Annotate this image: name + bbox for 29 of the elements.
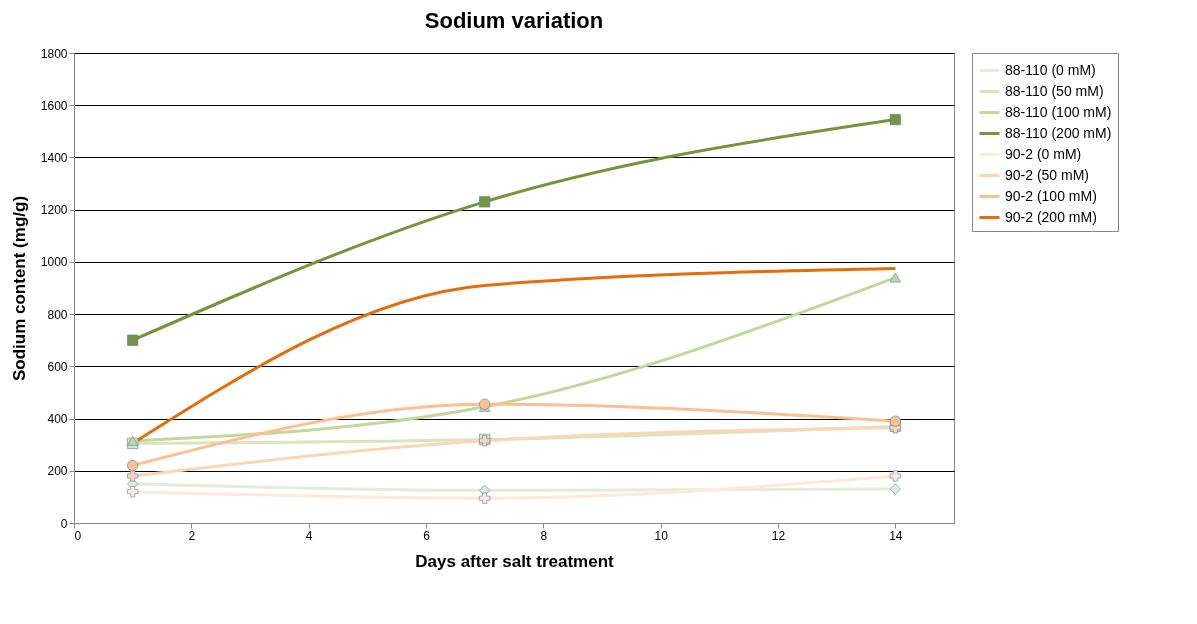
x-tick-label: 14	[889, 528, 903, 543]
y-tick-label: 1200	[40, 203, 68, 218]
legend-label: 88-110 (50 mM)	[1005, 82, 1104, 99]
y-tick-label: 0	[60, 516, 68, 531]
x-tick-label: 12	[771, 528, 786, 543]
legend-label: 90-2 (0 mM)	[1005, 145, 1082, 162]
legend-label: 88-110 (200 mM)	[1005, 124, 1112, 141]
x-axis-title: Days after salt treatment	[415, 551, 615, 571]
legend-label: 88-110 (0 mM)	[1005, 61, 1096, 78]
x-tick-label: 10	[654, 528, 669, 543]
y-tick-label: 1800	[40, 46, 68, 61]
chart-title: Sodium variation	[424, 8, 604, 33]
legend-label: 90-2 (200 mM)	[1005, 208, 1097, 225]
y-tick-label: 1400	[40, 150, 68, 165]
y-tick-label: 1000	[40, 255, 68, 270]
x-tick-label: 8	[540, 528, 548, 543]
x-tick-label: 4	[305, 528, 313, 543]
x-tick-label: 2	[188, 528, 196, 543]
legend-label: 90-2 (50 mM)	[1005, 166, 1090, 183]
x-tick-label: 0	[74, 528, 82, 543]
y-axis-title: Sodium content (mg/g)	[9, 195, 29, 382]
x-tick-label: 6	[423, 528, 431, 543]
y-tick-label: 600	[47, 359, 68, 374]
y-tick-label: 200	[47, 464, 68, 479]
y-tick-label: 1600	[40, 98, 68, 113]
y-tick-label: 800	[47, 307, 68, 322]
y-tick-label: 400	[47, 412, 68, 427]
legend-label: 90-2 (100 mM)	[1005, 187, 1097, 204]
legend-label: 88-110 (100 mM)	[1005, 103, 1112, 120]
